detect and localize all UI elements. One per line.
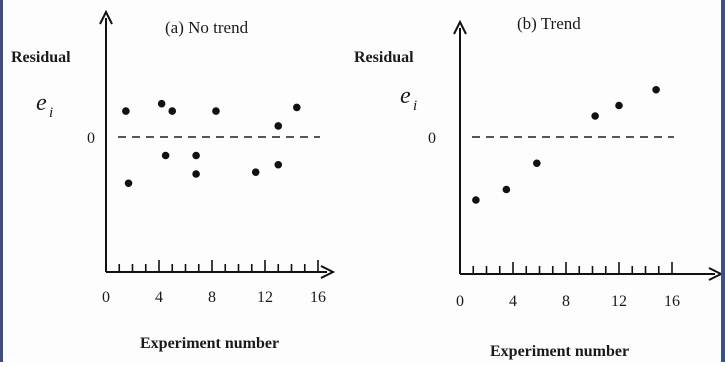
y-axis-label: Residual [354, 49, 414, 66]
x-tick-label: 16 [664, 293, 680, 310]
x-axis-arrowhead [320, 265, 336, 279]
panel-a-no-trend: (a) No trend Residual e i 0 4 8 12 16 0 Experiment… [11, 9, 336, 352]
x-tick-label: 4 [509, 293, 517, 310]
x-tick-label: 12 [257, 289, 273, 306]
data-point [122, 107, 130, 115]
data-point [124, 179, 133, 188]
x-tick-label: 0 [102, 289, 110, 306]
chart-title: (a) No trend [165, 18, 249, 37]
y-axis-symbol: e [36, 90, 47, 116]
x-axis-label: Experiment number [140, 335, 279, 352]
data-point [251, 168, 260, 176]
data-point [293, 103, 301, 112]
x-tick-label: 0 [456, 293, 464, 310]
data-point [212, 107, 220, 115]
data-point [472, 196, 480, 204]
data-point [274, 122, 283, 130]
data-point [652, 85, 660, 94]
x-tick-label: 8 [208, 289, 216, 306]
data-point [502, 185, 511, 194]
x-tick-label: 4 [155, 289, 163, 306]
data-point [274, 160, 283, 169]
data-point [192, 151, 200, 160]
data-point [192, 170, 200, 178]
y-axis-arrowhead [99, 9, 113, 25]
chart-title: (b) Trend [517, 14, 581, 33]
data-point [533, 159, 541, 168]
data-point [161, 151, 170, 160]
x-tick-label: 16 [310, 289, 326, 306]
zero-label: 0 [428, 130, 436, 147]
data-point [591, 112, 599, 120]
y-axis-symbol-subscript: i [413, 98, 417, 114]
x-tick-label: 8 [562, 293, 570, 310]
y-axis-arrowhead [453, 19, 467, 35]
y-axis-symbol: e [400, 83, 411, 109]
y-axis-symbol-subscript: i [49, 105, 53, 121]
data-point [615, 101, 623, 110]
y-axis-label: Residual [11, 49, 71, 66]
data-point [157, 99, 166, 108]
zero-label: 0 [87, 130, 95, 147]
x-tick-label: 12 [611, 293, 627, 310]
x-axis-label: Experiment number [490, 343, 629, 360]
data-point [168, 107, 177, 115]
